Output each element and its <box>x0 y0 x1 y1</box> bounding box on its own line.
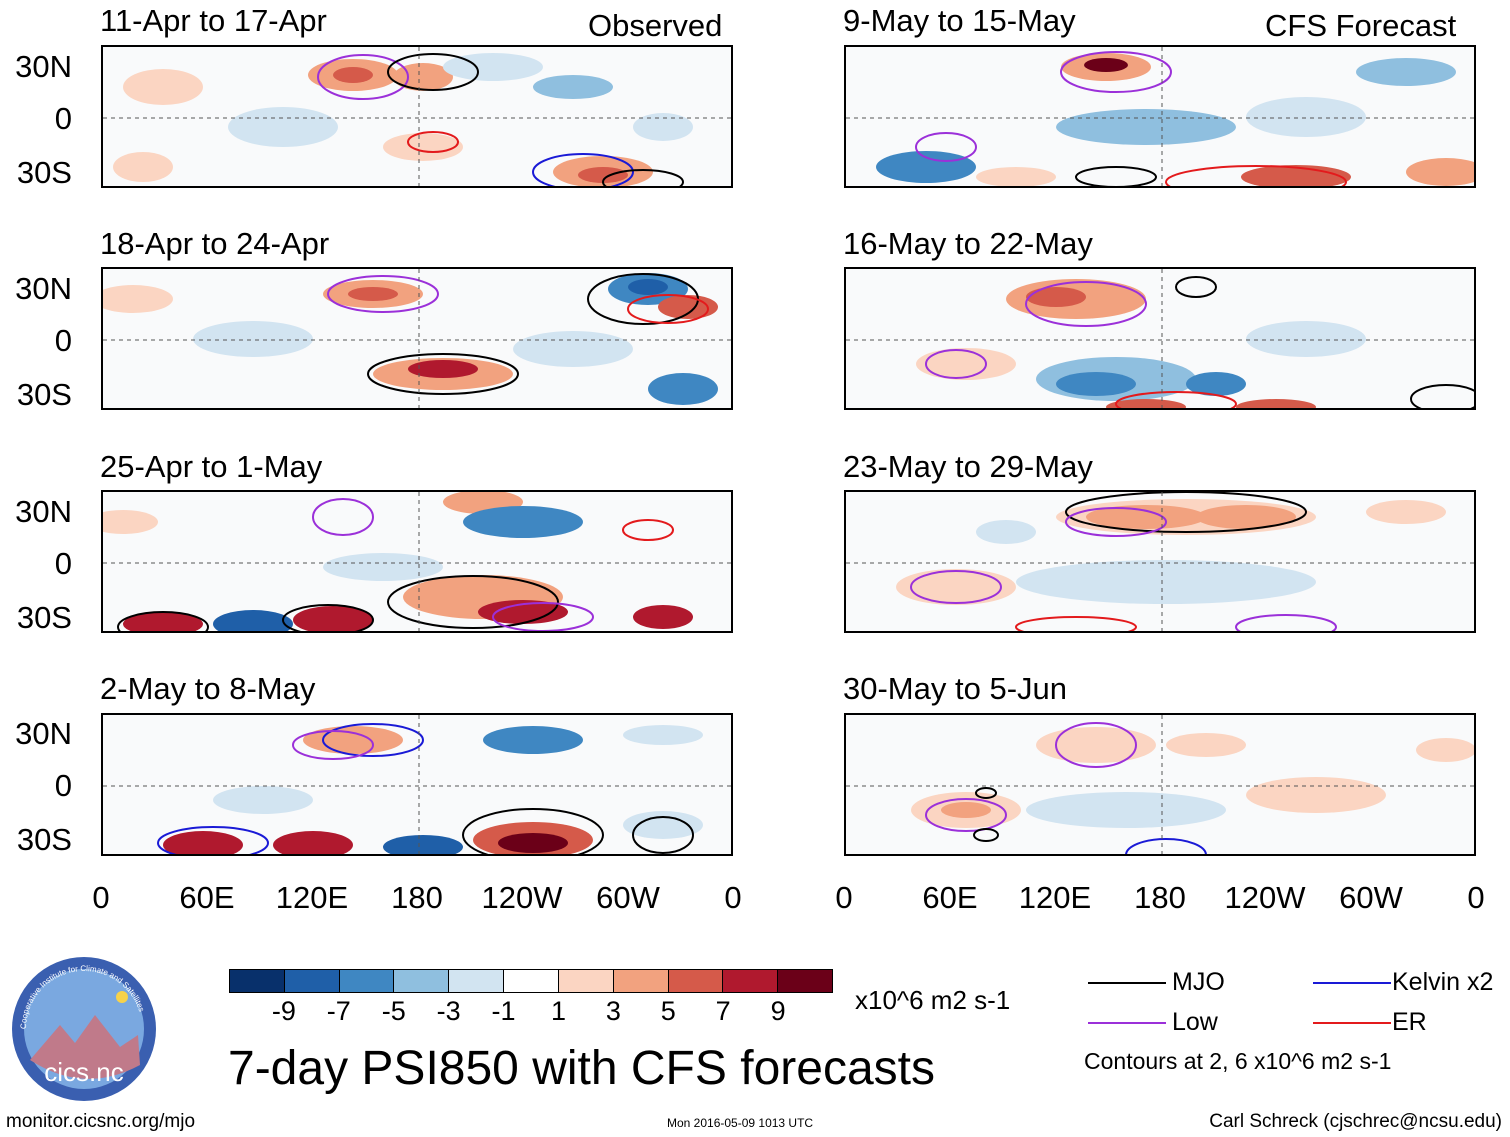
panel-title-right-2: 16-May to 22-May <box>843 226 1093 261</box>
panel-title-right-1: 9-May to 15-May <box>843 3 1076 38</box>
colorbar-tick: 5 <box>660 996 676 1026</box>
panel-title-right-3: 23-May to 29-May <box>843 449 1093 484</box>
panel-title-left-1: 11-Apr to 17-Apr <box>100 3 327 38</box>
lon-0e-left: 0 <box>724 880 742 915</box>
lon-120e-left: 120E <box>275 880 349 915</box>
panel-title-left-3: 25-Apr to 1-May <box>100 449 323 484</box>
lon-0-left: 0 <box>92 880 110 915</box>
legend-kelvin-line <box>1313 982 1391 984</box>
anomaly-map-left-2 <box>103 269 731 408</box>
anomaly-map-left-3 <box>103 492 731 631</box>
lat-0-3: 0 <box>54 546 72 581</box>
lat-30n-1: 30N <box>15 49 72 84</box>
lon-0-right: 0 <box>835 880 853 915</box>
legend-mjo-line <box>1088 982 1166 984</box>
colorbar <box>229 969 833 993</box>
map-panel-right-3 <box>844 490 1476 633</box>
lon-60e-left: 60E <box>179 880 235 915</box>
colorbar-tick: -5 <box>381 996 406 1026</box>
colorbar-tick: 1 <box>550 996 566 1026</box>
map-panel-right-4 <box>844 713 1476 856</box>
legend-low-label: Low <box>1172 1008 1218 1036</box>
legend-kelvin-label: Kelvin x2 <box>1392 968 1494 996</box>
anomaly-map-right-4 <box>846 715 1474 854</box>
map-panel-left-2 <box>101 267 733 410</box>
colorbar-swatch <box>667 970 723 992</box>
lon-120e-right: 120E <box>1018 880 1092 915</box>
anomaly-map-left-1 <box>103 47 731 186</box>
contours-note: Contours at 2, 6 x10^6 m2 s-1 <box>1084 1048 1392 1074</box>
lat-30s-3: 30S <box>16 600 72 635</box>
colorbar-tick: -1 <box>491 996 516 1026</box>
lat-0-2: 0 <box>54 323 72 358</box>
map-panel-left-3 <box>101 490 733 633</box>
lon-120w-right: 120W <box>1224 880 1306 915</box>
map-panel-right-2 <box>844 267 1476 410</box>
map-panel-left-1 <box>101 45 733 188</box>
forecast-label: CFS Forecast <box>1265 8 1457 43</box>
lon-180-left: 180 <box>391 880 443 915</box>
colorbar-swatch <box>283 970 339 992</box>
map-panel-right-1 <box>844 45 1476 188</box>
map-panel-left-4 <box>101 713 733 856</box>
lat-30s-1: 30S <box>16 155 72 190</box>
colorbar-tick: 3 <box>605 996 621 1026</box>
panel-title-right-4: 30-May to 5-Jun <box>843 671 1067 706</box>
colorbar-swatch <box>722 970 778 992</box>
lat-30s-2: 30S <box>16 377 72 412</box>
lon-60e-right: 60E <box>922 880 978 915</box>
colorbar-tick-labels: -9 -7 -5 -3 -1 1 3 5 7 9 <box>229 998 833 1028</box>
colorbar-tick: -9 <box>271 996 296 1026</box>
legend-er-line <box>1313 1022 1391 1024</box>
anomaly-map-right-2 <box>846 269 1474 408</box>
lat-30n-3: 30N <box>15 494 72 529</box>
anomaly-map-right-3 <box>846 492 1474 631</box>
colorbar-tick: 9 <box>770 996 786 1026</box>
legend-mjo-label: MJO <box>1172 968 1225 996</box>
lon-180-right: 180 <box>1134 880 1186 915</box>
legend-low-line <box>1088 1022 1166 1024</box>
footer-url[interactable]: monitor.cicsnc.org/mjo <box>6 1111 196 1132</box>
cics-logo-graphic: Cooperative Institute for Climate and Sa… <box>12 957 156 1101</box>
lon-60w-left: 60W <box>596 880 660 915</box>
colorbar-swatch <box>612 970 668 992</box>
lon-60w-right: 60W <box>1339 880 1403 915</box>
colorbar-tick: -3 <box>436 996 461 1026</box>
colorbar-tick: -7 <box>326 996 351 1026</box>
colorbar-swatch <box>777 970 832 992</box>
legend-er-label: ER <box>1392 1008 1427 1036</box>
colorbar-swatch <box>448 970 504 992</box>
lat-30n-4: 30N <box>15 716 72 751</box>
main-title: 7-day PSI850 with CFS forecasts <box>228 1042 935 1095</box>
lat-0-4: 0 <box>54 768 72 803</box>
lat-30s-4: 30S <box>16 822 72 857</box>
lon-120w-left: 120W <box>481 880 563 915</box>
anomaly-map-left-4 <box>103 715 731 854</box>
logo-text: cics.nc <box>44 1057 123 1087</box>
lat-30n-2: 30N <box>15 271 72 306</box>
colorbar-swatch <box>393 970 449 992</box>
lon-0e-right: 0 <box>1467 880 1485 915</box>
colorbar-swatch <box>230 970 284 992</box>
footer-author: Carl Schreck (cjschrec@ncsu.edu) <box>1209 1111 1502 1132</box>
panel-title-left-4: 2-May to 8-May <box>100 671 316 706</box>
panel-title-left-2: 18-Apr to 24-Apr <box>100 226 330 261</box>
cics-logo: Cooperative Institute for Climate and Sa… <box>10 955 158 1103</box>
lat-0-1: 0 <box>54 101 72 136</box>
anomaly-map-right-1 <box>846 47 1474 186</box>
colorbar-tick: 7 <box>715 996 731 1026</box>
colorbar-units: x10^6 m2 s-1 <box>855 985 1011 1015</box>
colorbar-swatch <box>503 970 558 992</box>
colorbar-swatch <box>557 970 613 992</box>
colorbar-swatch <box>338 970 394 992</box>
footer-timestamp: Mon 2016-05-09 1013 UTC <box>667 1116 814 1130</box>
observed-label: Observed <box>588 8 723 43</box>
